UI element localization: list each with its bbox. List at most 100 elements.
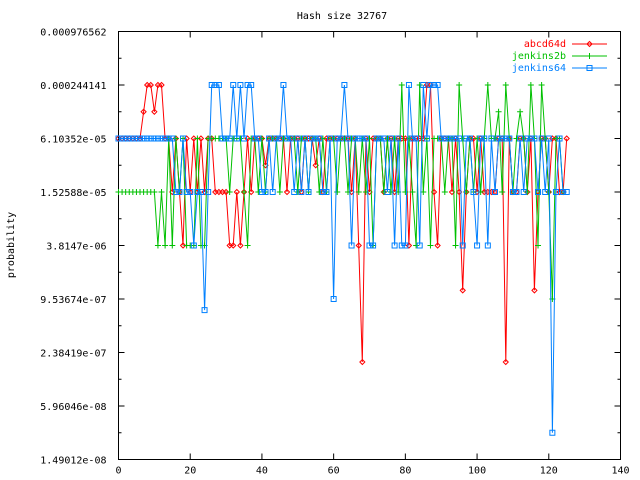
data-point	[248, 81, 255, 88]
data-point	[384, 135, 391, 142]
data-point	[384, 189, 391, 195]
data-point	[405, 242, 413, 249]
data-point	[481, 135, 488, 142]
x-tick-label: 80	[399, 466, 411, 477]
data-point	[129, 135, 136, 142]
data-point	[441, 135, 448, 142]
data-point	[517, 135, 524, 142]
data-point	[563, 135, 570, 142]
data-point	[477, 135, 484, 142]
data-point	[208, 81, 215, 88]
series-abcd64d	[115, 81, 570, 366]
data-point	[388, 135, 395, 142]
data-point	[126, 135, 133, 142]
x-tick-label: 40	[256, 466, 268, 477]
data-point	[527, 81, 534, 88]
data-point	[448, 135, 455, 142]
data-point	[517, 108, 524, 115]
series-jenkins2b	[115, 81, 567, 302]
data-point	[423, 135, 430, 142]
data-point	[334, 135, 341, 142]
data-point	[341, 135, 348, 142]
data-point	[319, 135, 326, 142]
data-point	[119, 135, 126, 142]
data-point	[183, 189, 190, 195]
data-point	[391, 135, 398, 142]
chart-title: Hash size 32767	[297, 11, 387, 22]
data-point	[137, 135, 144, 142]
data-point	[355, 189, 362, 195]
data-point	[305, 189, 312, 195]
series-line	[118, 84, 567, 433]
data-point	[158, 81, 165, 89]
data-point	[488, 135, 495, 142]
data-point	[158, 135, 165, 142]
data-point	[244, 242, 251, 249]
data-point	[337, 135, 344, 142]
data-point	[413, 242, 420, 249]
data-point	[197, 135, 205, 142]
data-point	[294, 135, 301, 142]
data-point	[187, 189, 194, 195]
data-point	[502, 81, 509, 88]
data-point	[459, 287, 466, 294]
legend-marker	[586, 53, 593, 59]
data-point	[402, 242, 409, 249]
data-point	[513, 135, 520, 142]
data-point	[327, 135, 334, 142]
data-point	[180, 135, 187, 142]
data-point	[115, 135, 122, 142]
data-point	[237, 81, 244, 88]
data-point	[405, 81, 412, 88]
data-point	[133, 135, 140, 142]
data-point	[531, 135, 538, 142]
data-point	[359, 135, 366, 142]
data-point	[452, 135, 459, 142]
data-point	[194, 135, 201, 142]
data-point	[456, 81, 463, 88]
data-point	[456, 135, 463, 142]
data-point	[140, 135, 147, 142]
y-tick-label: 1.49012e-08	[40, 456, 106, 467]
data-point	[391, 242, 398, 249]
data-point	[233, 135, 240, 142]
data-point	[441, 189, 448, 195]
legend-label: jenkins64	[512, 63, 566, 74]
data-point	[556, 135, 563, 142]
data-point	[431, 81, 438, 88]
data-point	[535, 189, 542, 195]
data-point	[316, 135, 323, 142]
data-point	[416, 81, 423, 88]
data-point	[524, 189, 531, 195]
data-point	[223, 135, 230, 142]
data-point	[531, 287, 538, 294]
data-point	[222, 188, 230, 196]
data-point	[298, 189, 305, 195]
data-point	[427, 81, 434, 88]
data-point	[405, 135, 412, 142]
data-point	[434, 242, 441, 249]
data-point	[255, 135, 262, 142]
data-point	[176, 189, 183, 195]
data-point	[470, 189, 477, 195]
data-point	[370, 242, 377, 249]
data-point	[194, 189, 201, 195]
data-point	[294, 189, 301, 195]
y-tick-label: 0.000976562	[40, 28, 106, 39]
y-axis: 0.000976562 0.000244141 6.10352e-05 1.52588…	[40, 28, 621, 467]
data-point	[334, 189, 341, 195]
data-point	[215, 81, 222, 88]
y-tick-label: 0.000244141	[40, 81, 106, 92]
data-point	[269, 189, 276, 195]
data-point	[291, 135, 298, 142]
data-point	[492, 189, 498, 195]
data-point	[524, 135, 531, 142]
data-point	[366, 135, 373, 142]
data-point	[420, 81, 427, 88]
data-point	[560, 189, 567, 195]
data-point	[380, 189, 387, 195]
data-point	[230, 242, 237, 249]
data-point	[362, 135, 369, 142]
data-point	[276, 135, 283, 142]
